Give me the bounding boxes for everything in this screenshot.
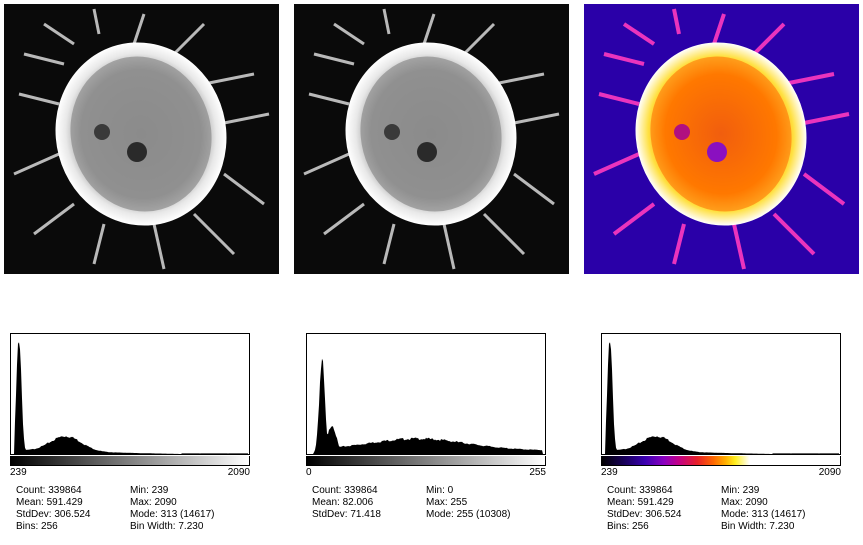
stats-left-column: Count: 339864 Mean: 82.006 StdDev: 71.41… [312, 485, 381, 521]
stat-stddev: StdDev: 306.524 [607, 509, 682, 520]
image-fire-lut[interactable] [584, 4, 859, 274]
axis-min-label: 239 [601, 467, 618, 478]
axis-max-label: 255 [529, 467, 546, 478]
histogram-area [11, 342, 248, 454]
axis-min-label: 0 [306, 467, 312, 478]
stats-left-column: Count: 339864 Mean: 591.429 StdDev: 306.… [16, 485, 91, 533]
axis-max-label: 2090 [227, 467, 250, 478]
stats-left-column: Count: 339864 Mean: 591.429 StdDev: 306.… [607, 485, 682, 533]
axis-min-label: 239 [10, 467, 27, 478]
cell-image-gray-8bit [294, 4, 569, 274]
stat-mode: Mode: 313 (14617) [721, 509, 806, 520]
stats-right-column: Min: 239 Max: 2090 Mode: 313 (14617) Bin… [130, 485, 215, 533]
histogram-panel-16bit: 239 2090 Count: 339864 Mean: 591.429 Std… [10, 333, 260, 532]
stat-stddev: StdDev: 306.524 [16, 509, 91, 520]
stat-count: Count: 339864 [312, 485, 378, 496]
stat-bins: Bins: 256 [16, 521, 58, 532]
lut-ramp [306, 456, 546, 466]
histogram-panel-8bit: 0 255 Count: 339864 Mean: 82.006 StdDev:… [306, 333, 556, 520]
histogram-plot[interactable] [10, 333, 250, 455]
image-grayscale-8bit[interactable] [294, 4, 569, 274]
stat-min: Min: 0 [426, 485, 454, 496]
histogram-axis: 0 255 [306, 467, 546, 481]
stat-count: Count: 339864 [16, 485, 82, 496]
stat-min: Min: 239 [721, 485, 760, 496]
cell-image-fire [584, 4, 859, 274]
stat-mean: Mean: 591.429 [16, 497, 83, 508]
stat-max: Max: 255 [426, 497, 468, 508]
stat-bins: Bins: 256 [607, 521, 649, 532]
stat-count: Count: 339864 [607, 485, 673, 496]
stat-mode: Mode: 255 (10308) [426, 509, 511, 520]
histogram-area [307, 358, 544, 454]
stats-right-column: Min: 239 Max: 2090 Mode: 313 (14617) Bin… [721, 485, 806, 533]
lut-ramp [10, 456, 250, 466]
stat-bin-width: Bin Width: 7.230 [130, 521, 204, 532]
histogram-axis: 239 2090 [601, 467, 841, 481]
histogram-bars [307, 358, 544, 454]
histogram-panel-fire: 239 2090 Count: 339864 Mean: 591.429 Std… [601, 333, 851, 532]
stat-stddev: StdDev: 71.418 [312, 509, 381, 520]
stat-min: Min: 239 [130, 485, 169, 496]
image-grayscale-16bit[interactable] [4, 4, 279, 274]
stats-right-column: Min: 0 Max: 255 Mode: 255 (10308) [426, 485, 511, 521]
histogram-plot[interactable] [306, 333, 546, 455]
histogram-bars [11, 342, 248, 454]
stat-mode: Mode: 313 (14617) [130, 509, 215, 520]
stat-bin-width: Bin Width: 7.230 [721, 521, 795, 532]
histogram-area [602, 342, 839, 454]
stat-max: Max: 2090 [130, 497, 177, 508]
stat-max: Max: 2090 [721, 497, 768, 508]
cell-image-gray [4, 4, 279, 274]
histogram-plot[interactable] [601, 333, 841, 455]
axis-max-label: 2090 [818, 467, 841, 478]
histogram-bars [602, 342, 839, 454]
histogram-axis: 239 2090 [10, 467, 250, 481]
stat-mean: Mean: 82.006 [312, 497, 374, 508]
lut-ramp [601, 456, 841, 466]
stat-mean: Mean: 591.429 [607, 497, 674, 508]
